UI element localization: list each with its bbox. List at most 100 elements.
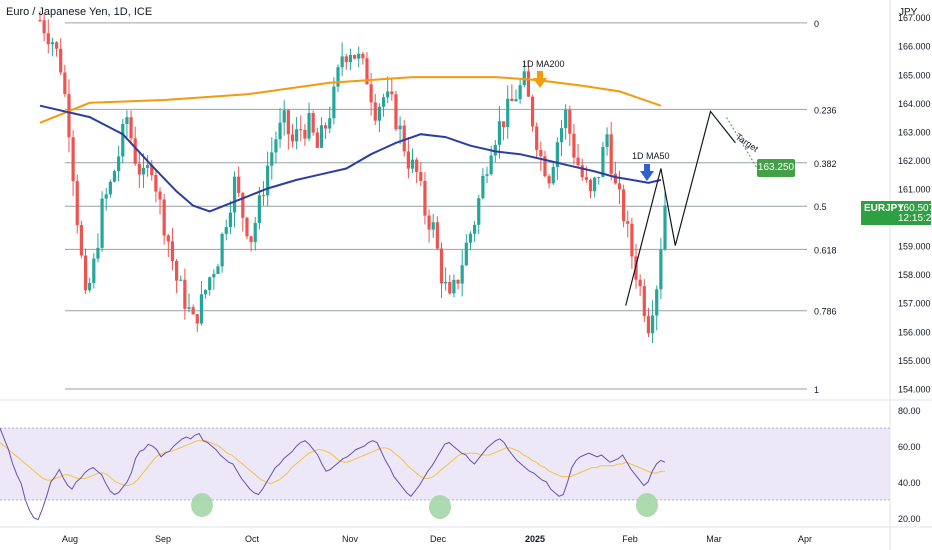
candle-up <box>108 181 112 195</box>
candle-up <box>117 156 121 172</box>
candle-up <box>104 194 108 199</box>
currency-label: JPY <box>899 7 918 18</box>
candle-up <box>199 294 204 324</box>
projection-path <box>625 110 736 306</box>
candle-down <box>390 91 394 95</box>
candle-up <box>228 212 232 228</box>
price-tag-value: 160.507 <box>898 203 932 214</box>
candle-up <box>377 106 382 121</box>
x-tick-label: Feb <box>622 534 638 544</box>
candle-down <box>580 165 584 178</box>
candle-down <box>588 179 593 192</box>
candle-down <box>71 137 75 182</box>
candle-up <box>597 176 601 178</box>
candle-up <box>410 159 415 169</box>
y-tick-label: 157.000 <box>898 299 931 309</box>
candle-down <box>63 72 67 95</box>
candle-down <box>170 241 175 262</box>
candle-up <box>452 279 456 294</box>
rsi-ma-line <box>0 440 665 486</box>
y-tick-label: 163.000 <box>898 127 931 137</box>
candle-up <box>224 227 228 234</box>
ma200-line <box>39 76 662 124</box>
candle-down <box>642 286 646 317</box>
candle-up <box>348 54 353 63</box>
y-tick-label: 156.000 <box>898 327 931 337</box>
candle-up <box>431 222 435 230</box>
candle-up <box>555 142 559 168</box>
oversold-marker <box>191 493 213 517</box>
y-tick-label: 166.000 <box>898 42 931 52</box>
candle-up <box>381 97 386 107</box>
candle-up <box>655 289 659 316</box>
candle-up <box>179 279 183 281</box>
candle-up <box>50 42 55 45</box>
candle-up <box>216 266 220 274</box>
candle-down <box>237 176 241 193</box>
target-dotted-line <box>726 117 758 169</box>
candle-down <box>427 215 431 230</box>
candle-up <box>601 147 605 177</box>
rsi-line <box>0 427 666 521</box>
candle-up <box>593 177 597 192</box>
candle-up <box>220 233 224 267</box>
candle-up <box>497 121 502 145</box>
candle-down <box>576 157 580 166</box>
candle-up <box>187 307 191 309</box>
candle-down <box>83 255 88 291</box>
candle-down <box>352 54 357 59</box>
candle-down <box>344 56 348 63</box>
candle-down <box>174 261 179 281</box>
candle-up <box>278 122 282 140</box>
candle-down <box>646 316 651 334</box>
x-tick-label: Mar <box>706 534 722 544</box>
x-tick-label: Apr <box>798 534 812 544</box>
candle-up <box>282 110 286 123</box>
candle-up <box>559 128 564 143</box>
candle-up <box>96 247 100 259</box>
candle-down <box>435 222 439 249</box>
candle-down <box>137 163 141 175</box>
candle-up <box>203 290 208 295</box>
x-tick-label: Dec <box>430 534 447 544</box>
candle-down <box>133 138 137 164</box>
oversold-marker <box>636 493 658 517</box>
rsi-tick-label: 40.00 <box>898 478 921 488</box>
candle-up <box>444 281 448 284</box>
rsi-tick-label: 80.00 <box>898 406 921 416</box>
candle-down <box>584 177 588 180</box>
candle-up <box>605 134 609 148</box>
candle-up <box>253 222 257 243</box>
price-tag-countdown: 12:15:25 <box>898 213 932 224</box>
candle-up <box>464 242 468 266</box>
candle-down <box>547 176 551 184</box>
candle-up <box>307 113 311 139</box>
candle-up <box>477 198 481 225</box>
x-tick-label: 2025 <box>525 534 545 544</box>
chart-title: Euro / Japanese Yen, 1D, ICE <box>6 6 153 18</box>
candle-down <box>419 172 423 181</box>
candle-up <box>257 195 261 223</box>
candle-up <box>208 277 212 291</box>
candle-down <box>241 192 245 218</box>
oversold-marker <box>429 495 451 519</box>
ma200-label: 1D MA200 <box>522 59 565 69</box>
y-tick-label: 155.000 <box>898 356 931 366</box>
candle-up <box>232 176 237 213</box>
ma50-arrow-icon <box>640 164 654 181</box>
target-annotation: Target <box>734 131 761 154</box>
candle-down <box>626 221 630 224</box>
candle-down <box>150 165 154 176</box>
candle-down <box>158 191 162 200</box>
candle-up <box>336 67 340 87</box>
candle-down <box>448 281 452 294</box>
candle-up <box>340 56 344 68</box>
fib-label: 1 <box>814 385 819 395</box>
candle-up <box>650 315 655 334</box>
candle-up <box>663 205 667 250</box>
candle-up <box>332 86 336 119</box>
fib-label: 0.236 <box>814 105 837 115</box>
candle-up <box>125 117 129 124</box>
